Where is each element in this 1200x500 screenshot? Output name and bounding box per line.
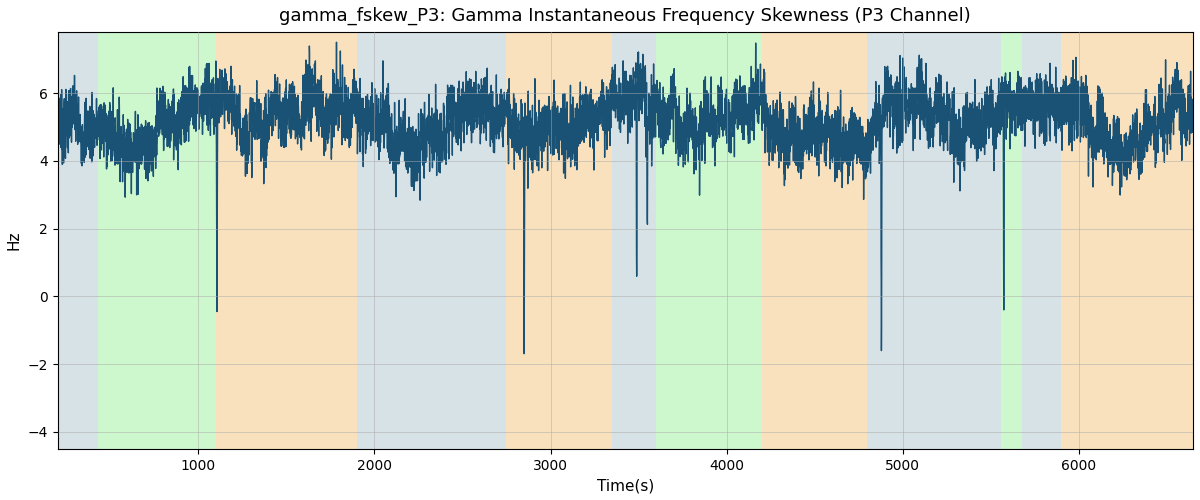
- Bar: [1061, 32, 1193, 449]
- Bar: [868, 32, 1001, 449]
- Y-axis label: Hz: Hz: [7, 230, 22, 250]
- Bar: [216, 32, 356, 449]
- Bar: [506, 32, 612, 449]
- Bar: [98, 32, 216, 449]
- Bar: [1022, 32, 1061, 449]
- Title: gamma_fskew_P3: Gamma Instantaneous Frequency Skewness (P3 Channel): gamma_fskew_P3: Gamma Instantaneous Freq…: [280, 7, 971, 25]
- Bar: [356, 32, 506, 449]
- Bar: [612, 32, 656, 449]
- Bar: [1001, 32, 1022, 449]
- Bar: [656, 32, 762, 449]
- Bar: [58, 32, 98, 449]
- X-axis label: Time(s): Time(s): [596, 478, 654, 493]
- Bar: [762, 32, 868, 449]
